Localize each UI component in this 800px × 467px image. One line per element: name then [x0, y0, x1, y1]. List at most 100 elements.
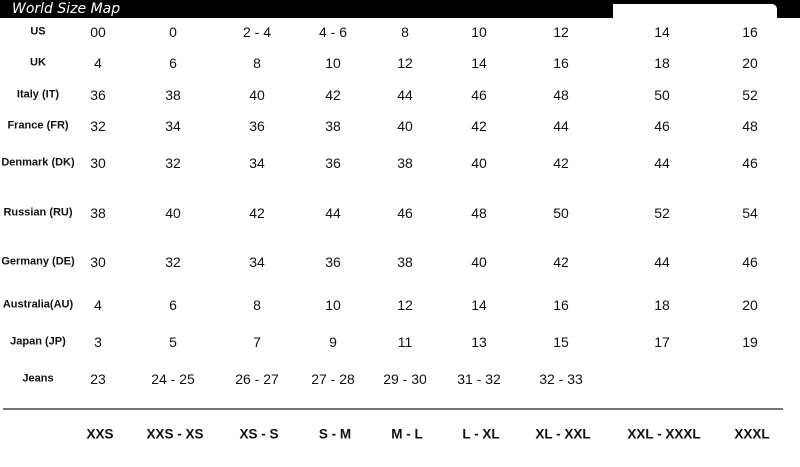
table-cell: 44 [325, 205, 341, 221]
table-cell: 34 [249, 254, 265, 270]
table-cell: 40 [249, 87, 265, 103]
row-label: Jeans [22, 372, 54, 385]
table-cell: 8 [253, 55, 261, 71]
chart-title: World Size Map [12, 1, 121, 17]
row-label: US [30, 25, 46, 38]
table-cell: 36 [325, 155, 341, 171]
table-cell: 36 [249, 118, 265, 134]
table-cell: 38 [165, 87, 181, 103]
table-cell: 52 [742, 87, 758, 103]
table-cell: 9 [329, 334, 337, 350]
size-label: L - XL [462, 426, 500, 442]
table-cell: 6 [169, 297, 177, 313]
table-cell: 34 [249, 155, 265, 171]
table-cell: 32 [165, 155, 181, 171]
table-cell: 26 - 27 [235, 371, 279, 387]
table-cell: 6 [169, 55, 177, 71]
table-cell: 32 - 33 [539, 371, 583, 387]
table-cell: 8 [253, 297, 261, 313]
table-cell: 0 [169, 24, 177, 40]
title-bar [0, 0, 800, 18]
table-cell: 4 [94, 55, 102, 71]
table-cell: 13 [471, 334, 487, 350]
size-label: XS - S [239, 426, 279, 442]
table-cell: 19 [742, 334, 758, 350]
table-cell: 20 [742, 55, 758, 71]
table-cell: 24 - 25 [151, 371, 195, 387]
table-cell: 2 - 4 [242, 24, 271, 40]
table-cell: 29 - 30 [383, 371, 427, 387]
row-label: Japan (JP) [10, 335, 66, 348]
table-cell: 38 [325, 118, 341, 134]
table-cell: 23 [90, 371, 106, 387]
table-cell: 46 [397, 205, 413, 221]
size-label: XXXL [734, 426, 770, 442]
table-cell: 46 [742, 254, 758, 270]
table-cell: 42 [249, 205, 265, 221]
table-cell: 32 [165, 254, 181, 270]
table-cell: 00 [90, 24, 106, 40]
row-label: Russian (RU) [3, 206, 73, 219]
table-cell: 40 [397, 118, 413, 134]
table-cell: 38 [397, 155, 413, 171]
table-cell: 48 [742, 118, 758, 134]
table-cell: 42 [325, 87, 341, 103]
table-cell: 12 [397, 297, 413, 313]
table-cell: 40 [165, 205, 181, 221]
row-label: France (FR) [7, 119, 69, 132]
table-cell: 36 [325, 254, 341, 270]
table-cell: 27 - 28 [311, 371, 355, 387]
table-cell: 38 [90, 205, 106, 221]
white-patch [613, 4, 777, 19]
table-cell: 44 [654, 155, 670, 171]
table-cell: 18 [654, 297, 670, 313]
table-cell: 42 [553, 254, 569, 270]
table-cell: 44 [553, 118, 569, 134]
row-label: UK [30, 56, 46, 69]
table-cell: 46 [654, 118, 670, 134]
table-cell: 14 [471, 297, 487, 313]
table-cell: 34 [165, 118, 181, 134]
table-cell: 14 [471, 55, 487, 71]
table-cell: 36 [90, 87, 106, 103]
table-cell: 12 [553, 24, 569, 40]
table-cell: 50 [553, 205, 569, 221]
table-cell: 44 [397, 87, 413, 103]
row-label: Italy (IT) [16, 88, 60, 101]
table-cell: 20 [742, 297, 758, 313]
divider [3, 408, 783, 410]
table-cell: 18 [654, 55, 670, 71]
size-label: XXS - XS [146, 426, 204, 442]
table-cell: 38 [397, 254, 413, 270]
row-label: Denmark (DK) [1, 156, 75, 169]
table-cell: 48 [471, 205, 487, 221]
table-cell: 10 [471, 24, 487, 40]
table-cell: 30 [90, 254, 106, 270]
table-cell: 31 - 32 [457, 371, 501, 387]
table-cell: 46 [742, 155, 758, 171]
size-label: XXL - XXXL [627, 426, 701, 442]
size-label: M - L [391, 426, 423, 442]
table-cell: 40 [471, 254, 487, 270]
row-label: Australia(AU) [2, 298, 74, 311]
table-cell: 40 [471, 155, 487, 171]
table-cell: 54 [742, 205, 758, 221]
table-cell: 52 [654, 205, 670, 221]
table-cell: 14 [654, 24, 670, 40]
table-cell: 32 [90, 118, 106, 134]
table-cell: 16 [553, 297, 569, 313]
table-cell: 15 [553, 334, 569, 350]
size-label: S - M [318, 426, 352, 442]
table-cell: 42 [553, 155, 569, 171]
table-cell: 46 [471, 87, 487, 103]
table-cell: 50 [654, 87, 670, 103]
table-cell: 42 [471, 118, 487, 134]
table-cell: 17 [654, 334, 670, 350]
table-cell: 12 [397, 55, 413, 71]
table-cell: 10 [325, 297, 341, 313]
table-cell: 5 [169, 334, 177, 350]
table-cell: 16 [553, 55, 569, 71]
table-cell: 3 [94, 334, 102, 350]
table-cell: 10 [325, 55, 341, 71]
table-cell: 8 [401, 24, 409, 40]
